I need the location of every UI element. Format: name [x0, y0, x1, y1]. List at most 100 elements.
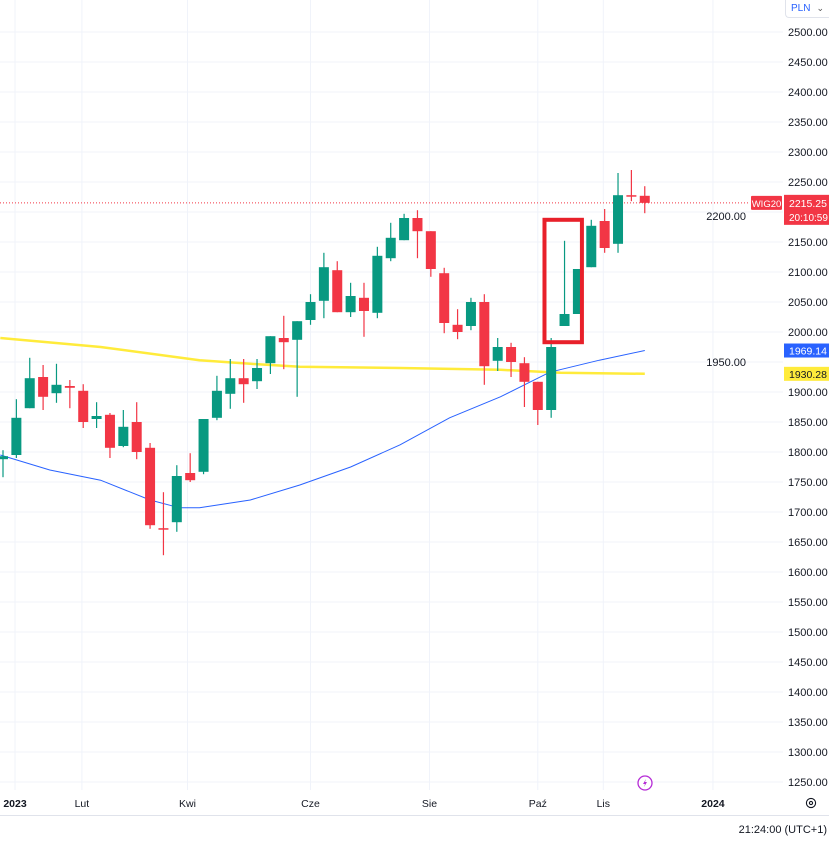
footer-divider [0, 815, 829, 816]
candle-up [492, 338, 503, 371]
price-tick-label: 2450.00 [788, 57, 828, 69]
candle-up [11, 399, 22, 458]
price-tick-label: 1300.00 [788, 747, 828, 759]
settings-gear-icon[interactable] [805, 797, 817, 809]
candle-up [613, 173, 624, 253]
clock-timezone[interactable]: 21:24:00 (UTC+1) [738, 824, 827, 836]
candle-body [425, 231, 436, 269]
time-tick-label: Lis [597, 798, 610, 810]
last-price-label: 2215.25 [789, 198, 827, 210]
price-tick-label: 1550.00 [788, 597, 828, 609]
candle-body [385, 237, 396, 259]
candle-body [104, 414, 115, 448]
lightning-event-icon[interactable] [637, 775, 653, 791]
price-tick-label: 1400.00 [788, 687, 828, 699]
highlight-rectangle[interactable] [542, 217, 584, 345]
candle-body [118, 426, 129, 446]
candle-up [292, 321, 303, 397]
candle-body [546, 347, 557, 410]
candle-down [278, 315, 289, 370]
symbol-label: WIG20 [752, 199, 782, 210]
moving-average-line [0, 336, 645, 376]
price-tick-label: 2200.00 [706, 211, 746, 223]
candlestick-chart[interactable]: 2500.00 2450.00 2400.00 2350.00 2300.00 2250.… [0, 0, 829, 815]
price-axis[interactable]: 2500.00 2450.00 2400.00 2350.00 2300.00 2250.… [706, 27, 828, 789]
candle-up [118, 410, 129, 448]
candle-body [238, 378, 249, 385]
candle-body [78, 390, 89, 422]
candle-down [38, 365, 49, 410]
price-tick-label: 2050.00 [788, 297, 828, 309]
candle-body [64, 386, 75, 388]
candle-up [586, 219, 597, 268]
candle-body [11, 417, 22, 455]
candle-body [305, 302, 316, 320]
candle-body [639, 195, 650, 203]
candle-down [145, 443, 156, 529]
candle-down [185, 453, 196, 482]
candle-body [613, 195, 624, 244]
candle-body [91, 416, 102, 419]
candle-up [465, 297, 476, 331]
symbol-badge [751, 195, 782, 210]
candle-up [318, 252, 329, 319]
candle-up [265, 336, 276, 374]
candle-up [171, 465, 182, 532]
price-tick-label: 2500.00 [788, 27, 828, 39]
time-tick-label: 2023 [3, 798, 27, 810]
candle-up [0, 450, 8, 478]
candle-down [158, 492, 169, 556]
chevron-down-icon: ⌄ [816, 3, 824, 13]
price-tick-label: 1500.00 [788, 627, 828, 639]
candle-down [131, 402, 142, 460]
time-tick-label: 2024 [701, 798, 725, 810]
candle-body [158, 528, 169, 530]
time-tick-label: Sie [422, 798, 437, 810]
candle-up [399, 213, 410, 241]
currency-selector[interactable]: PLN ⌄ [785, 0, 829, 18]
candle-up [345, 282, 356, 317]
candle-body [586, 225, 597, 268]
price-tick-label: 1600.00 [788, 567, 828, 579]
candle-body [412, 218, 423, 232]
candle-body [465, 302, 476, 326]
price-tick-label: 1350.00 [788, 717, 828, 729]
candle-body [372, 255, 383, 313]
bar-countdown-label: 20:10:59 [789, 213, 828, 224]
candle-body [24, 378, 35, 409]
candle-down [104, 413, 115, 458]
ma-value-badge [784, 366, 829, 381]
candle-body [198, 419, 209, 472]
time-axis[interactable]: 2023 Lut Kwi Cze Sie Paź Lis 2024 [3, 798, 724, 810]
price-tick-label: 2000.00 [788, 327, 828, 339]
price-tick-label: 2100.00 [788, 267, 828, 279]
ma-value-badge [784, 343, 829, 358]
candle-down [479, 294, 490, 385]
price-tick-label: 2300.00 [788, 147, 828, 159]
candle-body [506, 347, 517, 362]
candle-body [572, 269, 583, 314]
time-tick-label: Cze [301, 798, 320, 810]
time-tick-label: Paź [529, 798, 547, 810]
price-tick-label: 1800.00 [788, 447, 828, 459]
candle-down [452, 309, 463, 340]
candle-body [131, 422, 142, 452]
candle-down [64, 380, 75, 409]
price-tick-label: 2350.00 [788, 117, 828, 129]
candle-up [252, 359, 263, 389]
candle-body [559, 314, 570, 326]
candle-body [211, 390, 222, 418]
candle-down [599, 209, 610, 253]
candle-down [425, 231, 436, 277]
candle-body [345, 296, 356, 313]
candle-body [278, 338, 289, 343]
candle-body [185, 473, 196, 481]
price-tick-label: 2400.00 [788, 87, 828, 99]
price-tick-label: 2250.00 [788, 177, 828, 189]
candle-body [332, 270, 343, 313]
ma-value-label: 1930.28 [789, 369, 827, 381]
time-tick-label: Kwi [179, 798, 196, 810]
price-tick-label: 1850.00 [788, 417, 828, 429]
candle-body [479, 302, 490, 367]
candle-up [91, 402, 102, 428]
